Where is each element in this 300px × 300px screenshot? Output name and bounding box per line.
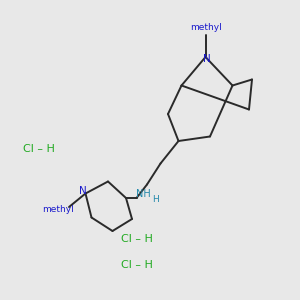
Text: methyl: methyl [42, 206, 74, 214]
Text: NH: NH [136, 189, 151, 200]
Text: Cl – H: Cl – H [121, 260, 152, 271]
Text: Cl – H: Cl – H [23, 143, 55, 154]
Text: N: N [79, 186, 86, 196]
Text: N: N [203, 53, 211, 64]
Text: methyl: methyl [190, 22, 222, 32]
Text: H: H [152, 195, 158, 204]
Text: Cl – H: Cl – H [121, 233, 152, 244]
